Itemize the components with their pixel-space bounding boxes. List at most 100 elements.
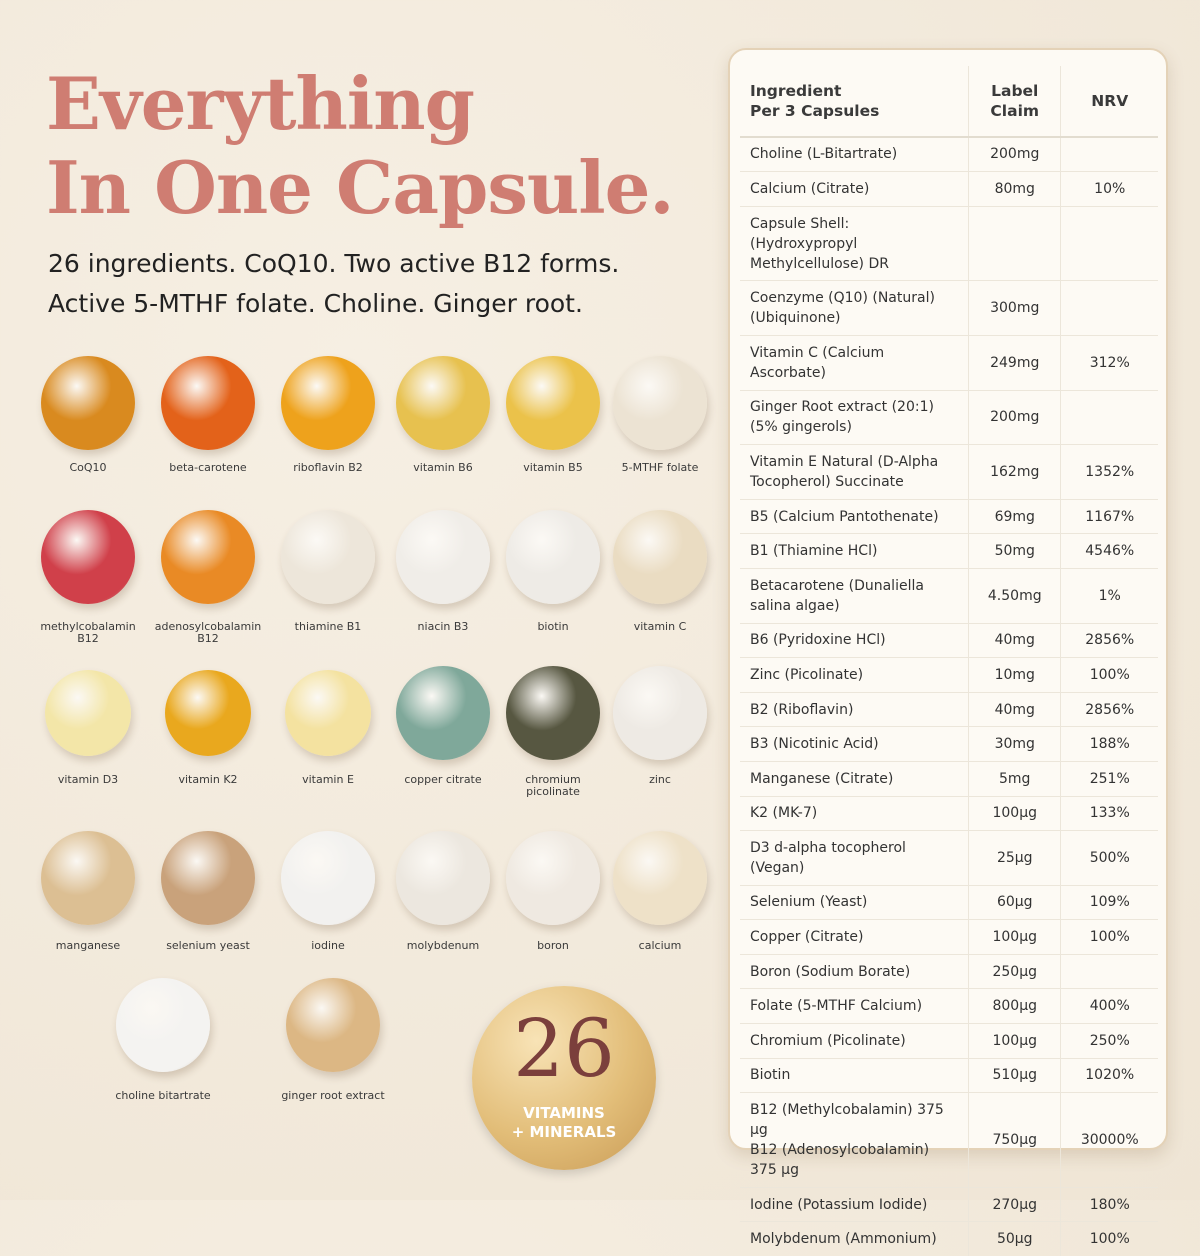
table-cell: 10mg <box>967 657 1061 693</box>
ingredient-label: manganese <box>55 939 121 952</box>
table-cell: 5mg <box>967 761 1061 797</box>
table-cell: Molybdenum (Ammonium) <box>750 1231 937 1248</box>
ingredient-label: chromium picolinate <box>525 773 581 798</box>
table-row: Manganese (Citrate) 5mg 251% <box>740 761 1158 797</box>
table-row: B3 (Nicotinic Acid) 30mg 188% <box>740 726 1158 762</box>
table-row: K2 (MK-7) 100µg 133% <box>740 796 1158 832</box>
table-cell: Vitamin C (Calcium Ascorbate) <box>740 335 969 391</box>
ingredient-label: 5-MTHF folate <box>621 461 699 474</box>
table-cell: 510µg <box>967 1058 1061 1094</box>
ingredient-pile <box>41 831 135 925</box>
table-row: D3 d-alpha tocopherol (Vegan) 25µg 500% <box>740 830 1158 886</box>
table-cell: 251% <box>1060 761 1158 797</box>
ingredient-label: biotin <box>537 620 569 633</box>
table-cell: 1167% <box>1060 499 1158 535</box>
ingredient-pile <box>281 510 375 604</box>
table-cell: 100% <box>1060 1221 1158 1256</box>
table-cell: 2856% <box>1060 623 1158 659</box>
table-row: Molybdenum (Ammonium) 50µg 100% <box>740 1221 1158 1256</box>
ingredient-pile <box>161 510 255 604</box>
ingredient-label: riboflavin B2 <box>293 461 363 474</box>
table-cell: Calcium (Citrate) <box>740 171 969 207</box>
ingredient-pile <box>281 356 375 450</box>
table-cell <box>967 206 1061 282</box>
table-cell: 800µg <box>967 988 1061 1025</box>
table-cell: K2 (MK-7) <box>740 796 969 832</box>
table-row: Calcium (Citrate) 80mg 10% <box>740 171 1158 207</box>
table-cell: Betacarotene (Dunaliella salina algae) <box>740 568 969 624</box>
table-cell <box>1060 136 1158 173</box>
table-row: B2 (Riboflavin) 40mg 2856% <box>740 692 1158 728</box>
ingredient-label: thiamine B1 <box>294 620 362 633</box>
subtitle-line: 26 ingredients. CoQ10. Two active B12 fo… <box>48 249 620 278</box>
ingredient-pile <box>285 670 371 756</box>
table-cell: 40mg <box>967 692 1061 728</box>
table-cell: 4.50mg <box>967 568 1061 624</box>
table-cell: 4546% <box>1060 533 1158 569</box>
table-cell: 400% <box>1060 988 1158 1025</box>
table-cell: 25µg <box>967 830 1061 886</box>
ingredient-pile <box>161 356 255 450</box>
badge-number: 26 <box>513 1002 615 1095</box>
table-cell: 500% <box>1060 830 1158 886</box>
header-cell: NRV <box>1060 66 1158 138</box>
table-row: B1 (Thiamine HCl) 50mg 4546% <box>740 533 1158 569</box>
table-cell: Folate (5-MTHF Calcium) <box>740 988 969 1025</box>
table-cell: 1352% <box>1060 444 1158 500</box>
table-row: Chromium (Picolinate) 100µg 250% <box>740 1023 1158 1059</box>
table-cell: Iodine (Potassium Iodide) <box>740 1187 969 1223</box>
badge: 26 VITAMINS + MINERALS <box>472 986 656 1170</box>
table-cell: 2856% <box>1060 692 1158 728</box>
ingredient-label: boron <box>537 939 569 952</box>
ingredient-pile <box>161 831 255 925</box>
table-cell: B6 (Pyridoxine HCl) <box>740 623 969 659</box>
table-cell: 200mg <box>967 390 1061 446</box>
ingredient-pile <box>396 510 490 604</box>
ingredient-pile <box>396 356 490 450</box>
nutrition-table: Ingredient Per 3 Capsules Label Claim NR… <box>740 66 1158 1256</box>
table-cell: 30mg <box>967 726 1061 762</box>
table-cell: B1 (Thiamine HCl) <box>740 533 969 569</box>
ingredient-label: vitamin C <box>633 620 687 633</box>
table-cell: 40mg <box>967 623 1061 659</box>
table-row: Choline (L-Bitartrate) 200mg <box>740 136 1158 173</box>
table-cell: 180% <box>1060 1187 1158 1223</box>
ingredient-pile <box>613 666 707 760</box>
table-cell: 100% <box>1060 657 1158 693</box>
ingredient-pile <box>165 670 251 756</box>
table-cell: 50µg <box>967 1221 1061 1256</box>
ingredient-label: zinc <box>649 773 671 786</box>
table-cell: Coenzyme (Q10) (Natural) (Ubiquinone) <box>740 280 969 336</box>
ingredient-label: iodine <box>311 939 345 952</box>
ingredient-pile <box>41 510 135 604</box>
table-cell: 188% <box>1060 726 1158 762</box>
table-cell: 133% <box>1060 796 1158 832</box>
table-row: Iodine (Potassium Iodide) 270µg 180% <box>740 1187 1158 1223</box>
table-cell: 60µg <box>967 885 1061 921</box>
header-cell: Label Claim <box>967 66 1061 138</box>
table-cell: Vitamin E Natural (D-Alpha Tocopherol) S… <box>740 444 969 500</box>
table-row: Betacarotene (Dunaliella salina algae) 4.… <box>740 568 1158 624</box>
table-row: Coenzyme (Q10) (Natural) (Ubiquinone) 300… <box>740 280 1158 336</box>
table-row: Vitamin E Natural (D-Alpha Tocopherol) S… <box>740 444 1158 500</box>
ingredient-pile <box>281 831 375 925</box>
ingredient-pile <box>41 356 135 450</box>
table-cell <box>1060 954 1158 990</box>
table-cell: 10% <box>1060 171 1158 207</box>
subtitle-line: Active 5-MTHF folate. Choline. Ginger ro… <box>48 289 583 318</box>
badge-label: VITAMINS + MINERALS <box>511 1104 617 1141</box>
ingredient-pile <box>613 510 707 604</box>
table-cell: 312% <box>1060 335 1158 391</box>
table-cell: Biotin <box>740 1058 969 1094</box>
ingredient-label: CoQ10 <box>69 461 107 474</box>
table-cell: 100µg <box>967 919 1061 955</box>
table-row: Copper (Citrate) 100µg 100% <box>740 919 1158 955</box>
table-cell: 100% <box>1060 919 1158 955</box>
table-cell: 162mg <box>967 444 1061 500</box>
table-cell: Copper (Citrate) <box>740 919 969 955</box>
header-cell: Ingredient Per 3 Capsules <box>740 66 969 138</box>
table-cell: 50mg <box>967 533 1061 569</box>
table-cell: Choline (L-Bitartrate) <box>740 136 969 173</box>
table-cell: B3 (Nicotinic Acid) <box>740 726 969 762</box>
table-cell: 109% <box>1060 885 1158 921</box>
